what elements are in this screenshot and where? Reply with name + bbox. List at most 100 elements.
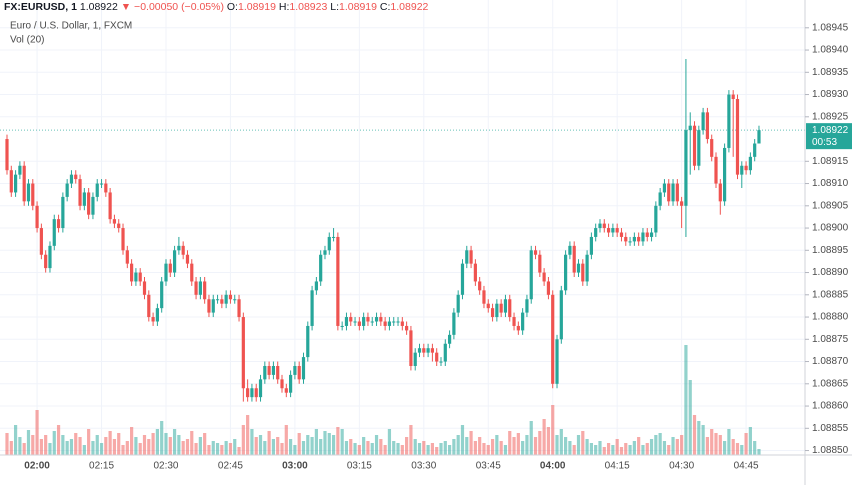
y-tick-label: 1.08870	[812, 356, 849, 367]
volume-bar	[581, 431, 585, 455]
candle-body	[91, 196, 95, 215]
y-tick-label: 1.08935	[812, 67, 849, 78]
volume-bar	[147, 439, 151, 455]
candle-body	[525, 299, 529, 313]
candle-body	[22, 165, 26, 202]
candle-body	[684, 130, 688, 206]
volume-bar	[568, 441, 572, 455]
candle-body	[104, 183, 108, 193]
volume-bar	[190, 431, 194, 455]
candle-body	[611, 228, 615, 233]
volume-bar	[18, 437, 22, 455]
volume-bar	[396, 443, 400, 455]
volume-bar	[637, 437, 641, 455]
l-label: L:	[330, 1, 339, 13]
volume-bar	[61, 435, 65, 455]
volume-bar	[224, 441, 228, 455]
volume-bar	[181, 441, 185, 455]
candle-body	[353, 321, 357, 323]
candle-body	[147, 294, 151, 318]
candle-body	[482, 290, 486, 304]
candle-body	[155, 308, 159, 322]
volume-bar	[658, 433, 662, 455]
volume-bar	[426, 445, 430, 455]
candle-body	[744, 165, 748, 171]
volume-bar	[374, 435, 379, 455]
volume-bar	[250, 429, 254, 455]
candle-body	[654, 205, 658, 233]
volume-bar	[529, 421, 533, 455]
candle-body	[44, 254, 48, 269]
x-tick-label: 03:00	[282, 461, 308, 472]
volume-bar	[701, 425, 705, 455]
y-tick-label: 1.08905	[812, 200, 849, 211]
volume-bar	[542, 419, 546, 455]
volume-bar	[65, 441, 69, 455]
volume-bar	[555, 435, 559, 455]
candle-body	[379, 317, 383, 322]
x-tick-label: 03:45	[476, 461, 501, 472]
volume-bar	[757, 449, 761, 455]
candle-body	[495, 303, 499, 318]
volume-bar	[508, 431, 512, 455]
volume-bar	[78, 437, 82, 455]
candle-body	[280, 379, 284, 389]
y-tick-label: 1.08880	[812, 312, 849, 323]
candle-body	[31, 183, 35, 206]
candle-body	[39, 228, 43, 255]
candle-body	[645, 232, 649, 237]
volume-bar	[198, 437, 202, 455]
volume-bar	[654, 435, 658, 455]
candle-body	[576, 263, 581, 273]
volume-bar	[417, 443, 422, 455]
volume-bar	[675, 439, 679, 455]
candle-body	[413, 352, 417, 366]
volume-bar	[688, 380, 692, 455]
volume-bar	[155, 429, 159, 455]
y-tick-label: 1.08875	[812, 334, 849, 345]
y-tick-label: 1.08915	[812, 156, 849, 167]
candle-body	[465, 250, 469, 264]
volume-bar	[331, 435, 336, 455]
volume-bar	[297, 433, 301, 455]
candle-body	[705, 112, 710, 140]
volume-bar	[69, 439, 74, 455]
volume-bar	[9, 441, 13, 455]
x-tick-label: 02:00	[24, 461, 50, 472]
volume-bar	[422, 441, 426, 455]
y-tick-label: 1.08860	[812, 401, 849, 412]
volume-bar	[117, 433, 121, 455]
candle-body	[357, 321, 361, 326]
volume-bar	[22, 443, 26, 455]
volume-bar	[52, 431, 56, 455]
candle-body	[168, 263, 172, 273]
candle-body	[697, 130, 701, 166]
volume-bar	[319, 439, 323, 455]
volume-bar	[718, 435, 722, 455]
volume-bar	[82, 445, 86, 455]
y-tick-label: 1.08895	[812, 245, 849, 256]
volume-bar	[48, 443, 52, 455]
volume-bar	[516, 433, 520, 455]
candle-body	[26, 183, 31, 202]
candle-body	[628, 241, 632, 243]
volume-bar	[26, 430, 31, 455]
candle-body	[194, 281, 198, 295]
candle-body	[409, 330, 413, 366]
x-tick-label: 04:15	[605, 461, 630, 472]
candle-body	[78, 179, 82, 206]
candle-body	[675, 183, 679, 202]
volume-bar	[662, 441, 667, 455]
volume-bar	[306, 435, 310, 455]
candle-body	[602, 223, 606, 229]
y-tick-label: 1.08865	[812, 378, 849, 389]
candle-body	[568, 245, 572, 255]
volume-bar	[172, 429, 177, 455]
candle-body	[215, 299, 220, 301]
candle-body	[731, 94, 735, 99]
volume-bar	[314, 429, 318, 455]
volume-bar	[405, 437, 409, 455]
l-value: 1.08919	[339, 1, 377, 13]
candle-body	[392, 321, 396, 323]
